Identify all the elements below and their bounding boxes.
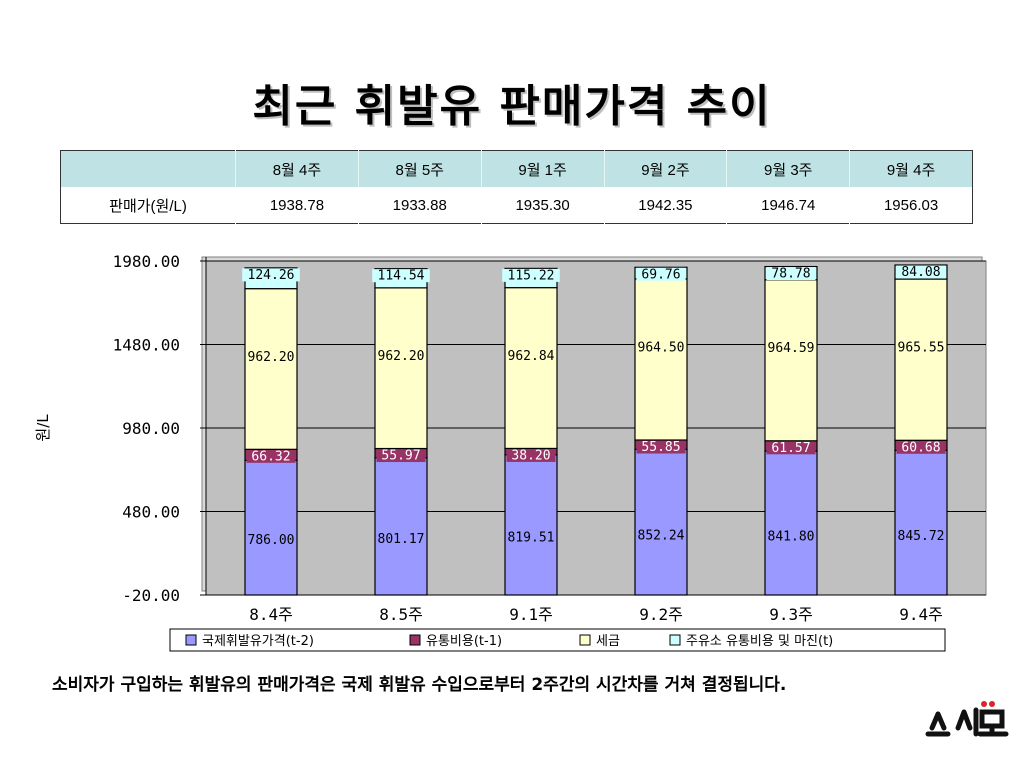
data-label-bg	[502, 268, 560, 282]
bar-segment	[894, 278, 948, 441]
legend-swatch	[185, 634, 197, 646]
y-tick-label: 1480.00	[113, 336, 180, 355]
legend-box	[169, 628, 946, 652]
legend-label: 유통비용(t-1)	[426, 634, 502, 649]
legend-swatch	[579, 634, 591, 646]
data-label: 819.51	[508, 531, 555, 546]
legend-label: 주유소 유통비용 및 마진(t)	[686, 634, 833, 649]
bar-segment	[504, 454, 558, 596]
data-label: 115.22	[508, 268, 555, 283]
x-tick-label: 9.3주	[769, 605, 813, 624]
y-tick-label: 1980.00	[113, 252, 180, 271]
x-tick-label: 9.1주	[509, 605, 553, 624]
price-table-corner	[60, 150, 236, 187]
data-label: 801.17	[378, 532, 425, 547]
data-label: 61.57	[771, 441, 810, 456]
data-label-bg	[766, 267, 816, 281]
price-table-column-header: 8월 5주	[357, 150, 482, 187]
x-tick-label: 8.5주	[379, 605, 423, 624]
data-label: 845.72	[898, 529, 945, 544]
bar-segment	[764, 279, 818, 442]
y-tick-label: -20.00	[122, 586, 180, 605]
page-title: 최근 휘발유 판매가격 추이	[252, 81, 772, 132]
data-label: 114.54	[378, 269, 425, 284]
price-table-cell: 1938.78	[235, 187, 359, 224]
data-label-bg	[636, 267, 686, 281]
data-label: 786.00	[248, 533, 295, 548]
legend-label: 세금	[596, 634, 620, 649]
data-label-bg	[766, 441, 816, 455]
data-label: 962.84	[508, 349, 555, 364]
bar-segment	[764, 450, 818, 596]
price-table-row: 판매가(원/L) 1938.78 1933.88 1935.30 1942.35…	[60, 187, 973, 224]
price-table-column-header: 9월 3주	[726, 150, 850, 187]
logo-mark-icon	[925, 701, 1009, 737]
price-table-cell: 1956.03	[849, 187, 973, 224]
data-label: 962.20	[248, 350, 295, 365]
price-table-cell: 1942.35	[603, 187, 727, 224]
data-label: 55.97	[381, 449, 420, 464]
y-tick-label: 480.00	[122, 503, 180, 522]
bar-segment	[894, 449, 948, 596]
stacked-bar-chart: 1980.00 1480.00 980.00 480.00 -20.00 원/L 786.0…	[0, 245, 1024, 660]
data-label: 124.26	[248, 268, 295, 283]
data-label: 69.76	[641, 267, 680, 282]
legend-swatch	[409, 634, 421, 646]
bar-segment	[244, 288, 298, 450]
data-label-bg	[372, 269, 430, 283]
x-tick-label: 9.2주	[639, 605, 683, 624]
data-label: 964.50	[638, 340, 685, 355]
price-table-column-header: 8월 4주	[235, 150, 359, 187]
bar-segment	[374, 457, 428, 596]
data-label-bg	[242, 268, 300, 282]
legend-swatch	[669, 634, 681, 646]
x-tick-label: 9.4주	[899, 605, 943, 624]
data-label: 84.08	[901, 265, 940, 280]
footnote: 소비자가 구입하는 휘발유의 판매가격은 국제 휘발유 수입으로부터 2주간의 …	[52, 675, 787, 695]
price-table-row-header: 판매가(원/L)	[60, 187, 236, 224]
data-label-bg	[376, 449, 426, 463]
data-label: 55.85	[641, 440, 680, 455]
price-table-column-header: 9월 1주	[480, 150, 604, 187]
bar-segment	[634, 278, 688, 441]
price-table-column-header: 9월 4주	[849, 150, 973, 187]
price-table-column-header: 9월 2주	[603, 150, 727, 187]
price-table: 8월 4주 8월 5주 9월 1주 9월 2주 9월 3주 9월 4주 판매가(…	[60, 150, 973, 224]
price-table-cell: 1933.88	[357, 187, 482, 224]
data-label: 962.20	[378, 349, 425, 364]
price-table-cell: 1946.74	[726, 187, 850, 224]
data-label-bg	[506, 448, 556, 462]
organization-logo	[910, 700, 1020, 764]
data-label-bg	[896, 440, 946, 454]
data-label: 78.78	[771, 267, 810, 282]
price-table-header-row: 8월 4주 8월 5주 9월 1주 9월 2주 9월 3주 9월 4주	[60, 150, 973, 187]
y-axis-label: 원/L	[34, 414, 52, 442]
x-tick-label: 8.4주	[249, 605, 293, 624]
data-label: 38.20	[511, 448, 550, 463]
data-label-bg	[636, 440, 686, 454]
bar-segment	[634, 448, 688, 596]
data-label: 841.80	[768, 529, 815, 544]
data-label: 60.68	[901, 440, 940, 455]
price-table-cell: 1935.30	[480, 187, 604, 224]
data-label-bg	[246, 449, 296, 463]
chart-svg: 1980.00 1480.00 980.00 480.00 -20.00 원/L 786.0…	[34, 252, 987, 652]
bar-segment	[244, 459, 298, 596]
data-label: 66.32	[251, 449, 290, 464]
bar-segment	[504, 287, 558, 450]
data-label: 965.55	[898, 341, 945, 356]
data-label: 852.24	[638, 529, 685, 544]
data-label: 964.59	[768, 341, 815, 356]
y-tick-label: 980.00	[122, 419, 180, 438]
legend-label: 국제휘발유가격(t-2)	[202, 634, 314, 649]
data-label-bg	[896, 265, 946, 279]
bar-segment	[374, 287, 428, 450]
